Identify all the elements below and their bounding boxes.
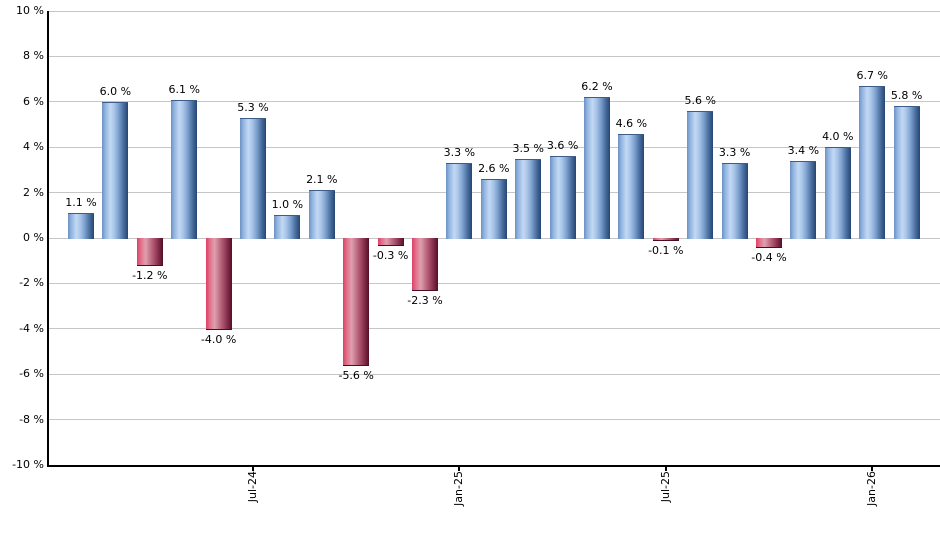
bar-value-label: -5.6 % [338,369,374,383]
bar-value-label: 3.4 % [787,143,820,157]
y-tick-label: -10 % [12,458,44,471]
bar-Feb-25 [480,178,507,239]
x-tick-mark [664,465,667,471]
bar-value-label: 4.6 % [615,116,648,130]
x-tick-mark [871,465,874,471]
bar-Feb-26 [893,106,920,239]
bar-Sep-24 [308,190,335,239]
bar-value-label: -0.4 % [751,251,787,265]
bar-value-label: 6.1 % [168,82,200,96]
bar-Feb-24 [68,213,94,239]
bar-value-label: 2.6 % [478,161,510,175]
x-tick-label: Jul-24 [246,471,259,503]
bar-Aug-25 [687,110,714,239]
gridline [49,146,940,148]
bar-value-label: 6.7 % [856,68,888,82]
y-tick-label: 8 % [23,49,44,63]
x-tick-label: Jan-25 [452,471,466,506]
bar-Apr-25 [549,156,576,239]
bar-Jan-26 [859,85,886,239]
gridline [49,10,940,12]
gridline [49,101,940,103]
bar-Jun-25 [618,133,645,239]
bar-Dec-24 [412,238,438,292]
bar-value-label: 6.0 % [99,84,132,98]
y-axis-line [47,11,49,467]
y-tick-label: 0 % [23,231,44,244]
x-axis-line [47,465,940,467]
y-tick-label: -8 % [19,412,44,426]
bar-Apr-24 [136,238,163,267]
bar-May-24 [171,99,198,239]
y-tick-label: 6 % [23,94,44,108]
bar-Oct-25 [756,238,782,249]
gridline [49,55,940,57]
bar-value-label: 5.6 % [684,93,716,107]
bar-value-label: 3.5 % [512,141,544,155]
bar-Aug-24 [274,215,301,239]
y-tick-label: 4 % [23,140,44,154]
bar-Jul-25 [652,238,679,242]
bar-value-label: -4.0 % [200,332,237,346]
bar-value-label: -2.3 % [407,294,443,308]
bar-Nov-25 [790,160,817,239]
gridline [49,373,940,375]
x-tick-mark [252,465,254,471]
bar-Sep-25 [721,163,748,239]
bar-value-label: 3.3 % [718,146,751,160]
bar-value-label: -0.3 % [372,248,409,262]
bar-value-label: 5.3 % [237,100,269,114]
bar-value-label: -0.1 % [648,244,684,258]
bar-value-label: 3.3 % [443,146,476,160]
bar-Jan-25 [446,163,473,239]
y-tick-label: -6 % [19,367,44,381]
gridline [49,282,940,284]
bar-Oct-24 [343,238,370,367]
gridline [49,328,940,330]
y-tick-label: -4 % [19,321,44,335]
bar-value-label: 1.1 % [65,196,97,210]
bar-value-label: 1.0 % [271,198,304,212]
y-tick-label: 10 % [16,4,44,17]
bar-Jun-24 [205,238,232,330]
x-tick-label: Jul-25 [658,471,672,503]
y-tick-label: 2 % [23,185,44,199]
bar-value-label: 3.6 % [546,139,579,153]
bar-Jul-24 [240,117,266,239]
bar-value-label: 6.2 % [581,80,613,94]
bar-Mar-24 [102,101,129,239]
bar-May-25 [584,97,610,239]
bar-Nov-24 [377,238,404,246]
y-tick-label: -2 % [19,276,44,290]
x-tick-mark [458,465,461,471]
bar-value-label: 2.1 % [306,173,338,187]
x-tick-label: Jan-26 [865,471,879,506]
bar-value-label: 4.0 % [822,130,854,144]
gridline [49,419,940,421]
bar-value-label: 5.8 % [890,89,923,103]
bar-value-label: -1.2 % [132,269,168,283]
bar-Dec-25 [824,147,851,239]
bar-Mar-25 [515,158,542,239]
